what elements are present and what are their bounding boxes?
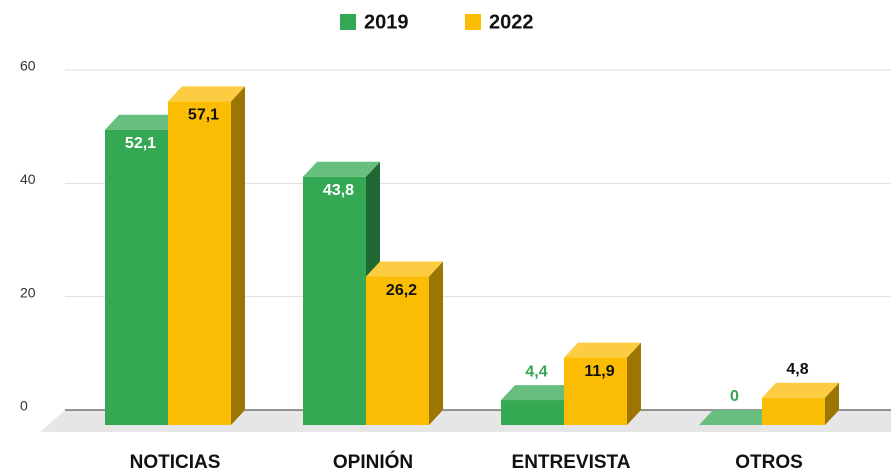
- legend-label: 2022: [489, 11, 534, 33]
- bar-front: [564, 357, 627, 425]
- bar: [762, 382, 839, 425]
- x-tick-label: ENTREVISTA: [512, 452, 631, 473]
- bar-top: [501, 385, 578, 401]
- bar-side: [429, 261, 443, 425]
- bar: [168, 86, 245, 425]
- y-tick-label: 60: [20, 58, 36, 74]
- bar: [366, 261, 443, 425]
- legend-label: 2019: [364, 11, 409, 33]
- legend-swatch: [340, 14, 356, 30]
- value-label: 4,8: [786, 361, 808, 378]
- bar-top: [366, 261, 443, 277]
- value-label: 11,9: [584, 363, 614, 380]
- bar-side: [231, 86, 245, 425]
- floor: [40, 410, 891, 432]
- y-tick-label: 20: [20, 284, 36, 300]
- legend-swatch: [465, 14, 481, 30]
- value-label: 43,8: [323, 182, 354, 199]
- bar-front: [105, 129, 168, 425]
- bar-front: [501, 400, 564, 425]
- x-tick-label: OTROS: [735, 452, 803, 473]
- value-label: 52,1: [125, 135, 156, 152]
- bar-top: [168, 86, 245, 102]
- bar-front: [366, 276, 429, 425]
- y-tick-label: 0: [20, 398, 28, 414]
- bar-front: [168, 101, 231, 425]
- bar: [564, 342, 641, 425]
- value-label: 57,1: [188, 107, 219, 124]
- value-label: 0: [730, 388, 739, 405]
- bar-side: [825, 382, 839, 425]
- value-label: 4,4: [525, 363, 547, 380]
- bar-front: [762, 397, 825, 425]
- bar-top: [762, 382, 839, 398]
- bar-top: [105, 114, 182, 130]
- bar-side: [627, 342, 641, 425]
- bar: [699, 410, 776, 425]
- x-tick-label: NOTICIAS: [130, 452, 221, 473]
- bar-top: [564, 342, 641, 358]
- x-tick-label: OPINIÓN: [333, 451, 413, 473]
- value-label: 26,2: [386, 282, 417, 299]
- bar-front: [303, 176, 366, 425]
- y-tick-label: 40: [20, 171, 36, 187]
- bar-top: [303, 161, 380, 177]
- bar-top: [699, 410, 776, 425]
